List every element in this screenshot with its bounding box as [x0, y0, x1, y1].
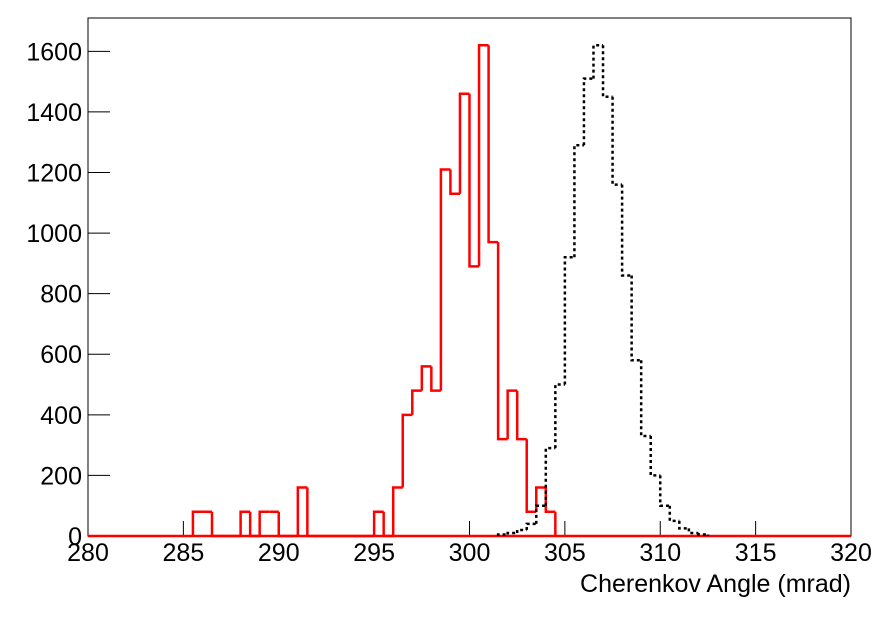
- hist-bin: [477, 44, 489, 267]
- x-tick-label: 280: [67, 539, 109, 567]
- y-tick-label: 1400: [26, 99, 82, 127]
- hist-bin: [239, 510, 251, 536]
- hist-bin: [601, 45, 613, 99]
- hist-bin: [258, 510, 270, 536]
- hist-bin: [306, 487, 317, 538]
- x-tick-label: 285: [163, 539, 205, 567]
- hist-bin: [496, 242, 508, 441]
- hist-bin: [506, 389, 518, 440]
- hist-bin: [391, 486, 403, 536]
- hist-bin: [191, 510, 203, 536]
- hist-bin: [420, 365, 432, 391]
- hist-bin: [582, 77, 594, 146]
- hist-bin: [525, 439, 537, 514]
- hist-bin: [639, 360, 651, 438]
- hist-bin: [515, 390, 527, 441]
- hist-bin: [630, 275, 642, 362]
- hist-bin: [210, 511, 222, 538]
- hist-bin: [611, 96, 623, 186]
- hist-bin: [535, 486, 546, 512]
- hist-bin: [678, 520, 689, 530]
- x-tick-label: 295: [353, 539, 395, 567]
- hist-bin: [296, 486, 308, 536]
- hist-bin: [468, 93, 480, 268]
- hist-bin: [411, 389, 422, 415]
- hist-bin: [659, 475, 670, 507]
- y-tick-label: 200: [40, 462, 82, 490]
- y-tick-label: 1200: [26, 159, 82, 187]
- hist-bin: [248, 511, 260, 538]
- y-tick-label: 1000: [26, 220, 82, 248]
- y-tick-label: 1600: [26, 38, 82, 66]
- hist-bin: [554, 383, 565, 449]
- x-axis-label: Cherenkov Angle (mrad): [580, 570, 851, 598]
- x-tick-label: 290: [258, 539, 300, 567]
- hist-bin: [697, 532, 708, 536]
- hist-bin: [458, 92, 470, 194]
- hist-bin: [544, 446, 556, 506]
- x-tick-label: 300: [449, 539, 491, 567]
- hist-bin: [687, 528, 699, 535]
- y-tick-label: 400: [40, 402, 82, 430]
- x-tick-label: 315: [735, 539, 777, 567]
- hist-bin: [496, 533, 508, 536]
- hist-bin: [525, 522, 537, 530]
- hist-bin: [573, 143, 584, 258]
- hist-bin: [439, 168, 451, 391]
- hist-bin: [401, 413, 413, 488]
- hist-bin: [506, 531, 518, 535]
- hist-bin: [592, 44, 604, 79]
- y-tick-label: 0: [68, 523, 82, 551]
- hist-bin: [515, 528, 527, 533]
- x-tick-label: 320: [830, 539, 872, 567]
- hist-bin: [449, 169, 460, 195]
- hist-bin: [372, 510, 384, 536]
- hist-bin: [535, 504, 546, 524]
- y-tick-label: 600: [40, 341, 82, 369]
- y-tick-label: 800: [40, 281, 82, 309]
- hist-bin: [563, 256, 575, 385]
- hist-bin: [649, 436, 661, 477]
- x-tick-label: 310: [639, 539, 681, 567]
- hist-bin: [668, 505, 680, 523]
- hist-bin: [277, 511, 289, 538]
- hist-bin: [430, 366, 441, 392]
- hist-bin: [487, 45, 499, 244]
- hist-bin: [382, 511, 394, 538]
- x-tick-label: 305: [544, 539, 586, 567]
- hist-bin: [620, 184, 632, 277]
- hist-bin: [544, 487, 556, 514]
